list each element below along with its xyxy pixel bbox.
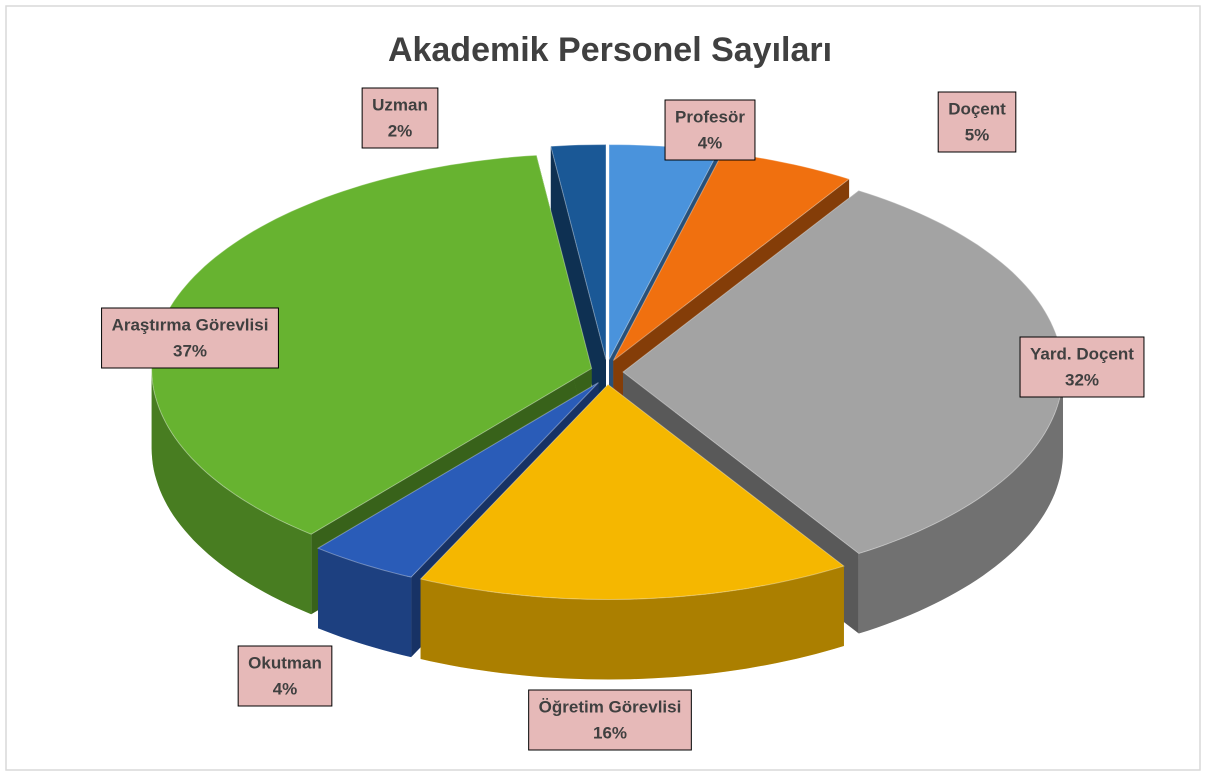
slice-top (316, 382, 599, 578)
data-label-box (528, 689, 692, 751)
data-label: Doçent 5% (937, 91, 1017, 153)
slice-wall-shade (858, 372, 1063, 634)
data-label: Öğretim Görevlisi 16% (528, 689, 692, 751)
slice-top (419, 383, 845, 601)
data-label-box (937, 91, 1017, 153)
slice-top (550, 143, 607, 360)
data-label-value: 32% (1065, 370, 1099, 389)
data-label-box (664, 99, 756, 161)
data-label-value: 2% (388, 121, 413, 140)
data-label-category: Doçent (948, 99, 1006, 118)
data-label-value: 5% (965, 125, 990, 144)
data-label-box (361, 87, 439, 149)
data-label: Yard. Doçent 32% (1019, 336, 1145, 398)
slice-side-shade (550, 146, 606, 440)
slice-wall-shade (420, 566, 844, 680)
data-label-value: 4% (273, 679, 298, 698)
data-label-category: Öğretim Görevlisi (539, 697, 682, 716)
data-label: Uzman 2% (361, 87, 439, 149)
data-label-category: Okutman (248, 653, 322, 672)
slice (419, 383, 845, 680)
data-label: Profesör 4% (664, 99, 756, 161)
slice-wall (151, 368, 312, 615)
slice-wall (318, 548, 412, 658)
data-label-box (101, 307, 279, 369)
data-label-box (237, 645, 333, 707)
slice-wall-shade (318, 548, 412, 658)
slice-side (550, 146, 606, 440)
data-label-box (1019, 336, 1145, 398)
slice-wall (858, 372, 1063, 634)
data-label-category: Araştırma Görevlisi (112, 315, 269, 334)
data-label-value: 4% (698, 133, 723, 152)
data-label-value: 37% (173, 341, 207, 360)
chart-title: Akademik Personel Sayıları (388, 31, 832, 69)
data-label-category: Yard. Doçent (1030, 344, 1134, 363)
slice (550, 143, 607, 440)
slice-wall-shade (151, 368, 312, 615)
data-label: Okutman 4% (237, 645, 333, 707)
data-label: Araştırma Görevlisi 37% (101, 307, 279, 369)
slice-wall (420, 566, 844, 680)
data-label-value: 16% (593, 723, 627, 742)
data-label-category: Uzman (372, 95, 428, 114)
data-label-category: Profesör (675, 107, 745, 126)
